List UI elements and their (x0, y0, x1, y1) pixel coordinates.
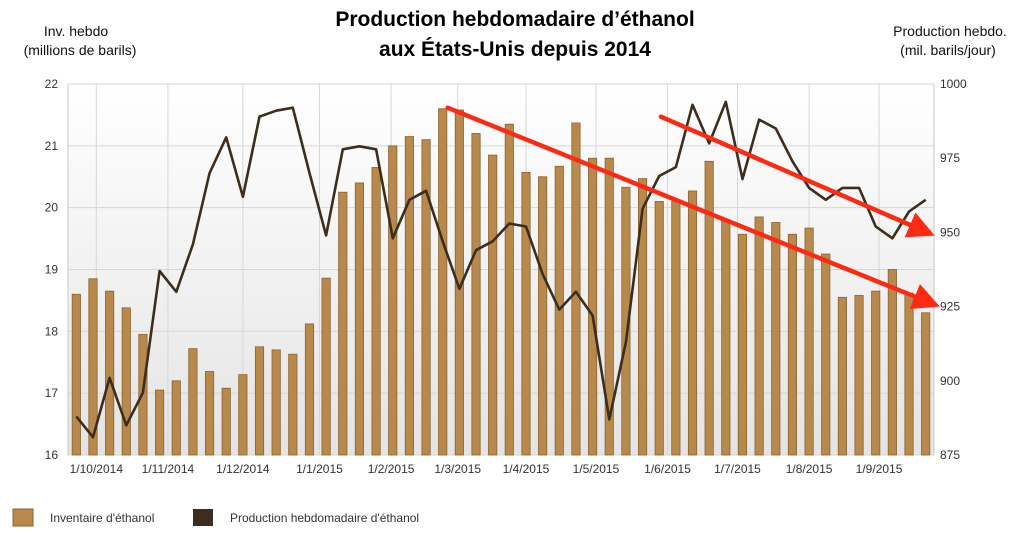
chart-title: Production hebdomadaire d’éthanol (335, 8, 694, 31)
inventory-bar (671, 201, 681, 456)
inventory-bar (404, 136, 414, 456)
trend-arrow (445, 105, 940, 310)
x-tick-label: 1/3/2015 (434, 462, 481, 476)
x-tick-label: 1/12/2014 (216, 462, 270, 476)
inventory-bar (271, 349, 281, 456)
x-tick-label: 1/9/2015 (856, 462, 903, 476)
inventory-bar (621, 186, 631, 456)
left-tick-label: 16 (45, 448, 59, 462)
left-tick-label: 22 (45, 77, 59, 91)
inventory-bar (504, 123, 514, 456)
x-tick-label: 1/5/2015 (573, 462, 620, 476)
inventory-bar (871, 290, 881, 456)
right-tick-label: 900 (940, 374, 960, 388)
inventory-bar (737, 233, 748, 456)
x-tick-label: 1/7/2015 (714, 462, 761, 476)
left-tick-label: 17 (45, 386, 59, 400)
inventory-bar (721, 219, 731, 456)
inventory-bar (471, 133, 481, 456)
inventory-bar (121, 307, 131, 456)
x-tick-label: 1/8/2015 (786, 462, 833, 476)
production-series-line (75, 100, 927, 439)
legend-swatch-inventory (12, 508, 34, 527)
inventory-bar (71, 293, 81, 456)
inventory-bar (854, 295, 864, 456)
x-axis-ticks: 1/10/2014 1/11/2014 1/12/2014 1/1/2015 1/2/2… (70, 462, 903, 476)
inventory-bar (538, 176, 548, 456)
inventory-bar (354, 182, 365, 456)
inventory-bar (188, 348, 198, 456)
inventory-bar (571, 122, 581, 456)
inventory-bar (637, 178, 648, 456)
right-axis-label-line2: (mil. barils/jour) (900, 42, 996, 58)
x-tick-label: 1/1/2015 (296, 462, 343, 476)
inventory-bar (304, 323, 315, 456)
left-tick-label: 20 (45, 201, 59, 215)
right-tick-label: 950 (940, 225, 960, 239)
inventory-bar (654, 201, 664, 456)
inventory-bar (787, 233, 798, 456)
left-tick-label: 18 (45, 324, 59, 338)
x-tick-label: 1/6/2015 (644, 462, 691, 476)
right-axis-label-line1: Production hebdo. (893, 23, 1007, 39)
inventory-bar (371, 167, 381, 456)
inventory-bar (88, 278, 98, 456)
inventory-bar (604, 157, 614, 456)
x-tick-label: 1/2/2015 (368, 462, 415, 476)
trend-arrow (658, 114, 935, 238)
right-axis-ticks: 875 900 925 950 975 1000 (940, 77, 967, 462)
right-tick-label: 1000 (940, 77, 967, 91)
inventory-bar (488, 154, 498, 456)
inventory-bar (588, 157, 598, 456)
inventory-bar (105, 290, 115, 456)
left-tick-label: 19 (45, 263, 59, 277)
x-tick-label: 1/4/2015 (503, 462, 550, 476)
inventory-bar (887, 269, 897, 456)
inventory-bar (837, 296, 847, 456)
legend-swatch-production (193, 509, 213, 526)
left-tick-label: 21 (45, 139, 59, 153)
x-tick-label: 1/10/2014 (70, 462, 124, 476)
inventory-bar (687, 190, 698, 456)
inventory-bar (804, 227, 814, 456)
inventory-bar (704, 160, 714, 456)
inventory-bar (921, 312, 931, 456)
inventory-bar (155, 389, 165, 456)
chart-subtitle: aux États-Unis depuis 2014 (379, 38, 651, 61)
inventory-bar (238, 374, 248, 456)
left-axis-ticks: 16 17 18 19 20 21 22 (45, 77, 59, 462)
trend-arrows (445, 105, 940, 310)
legend: Inventaire d'éthanol Production hebdomad… (12, 508, 419, 527)
left-axis-label-line1: Inv. hebdo (44, 23, 109, 39)
inventory-bar (421, 139, 431, 456)
inventory-bar (821, 253, 831, 456)
inventory-bar (388, 145, 398, 456)
x-tick-label: 1/11/2014 (142, 462, 195, 476)
inventory-bar (754, 216, 764, 456)
inventory-bar (438, 108, 448, 456)
inventory-bar (321, 277, 331, 456)
inventory-bar (521, 172, 531, 456)
legend-label-production: Production hebdomadaire d'éthanol (230, 511, 419, 525)
inventory-bar (771, 222, 781, 456)
right-tick-label: 925 (940, 300, 960, 314)
inventory-bar (288, 353, 298, 456)
right-tick-label: 975 (940, 151, 960, 165)
inventory-bar (254, 346, 265, 456)
right-tick-label: 875 (940, 448, 960, 462)
inventory-bar (171, 380, 181, 456)
production-line (75, 100, 927, 439)
inventory-bar (904, 292, 914, 456)
inventory-bar (338, 191, 348, 456)
legend-label-inventory: Inventaire d'éthanol (50, 511, 154, 525)
left-axis-label-line2: (millions de barils) (24, 42, 137, 58)
inventory-bar (204, 371, 215, 456)
inventory-bar (221, 387, 231, 456)
